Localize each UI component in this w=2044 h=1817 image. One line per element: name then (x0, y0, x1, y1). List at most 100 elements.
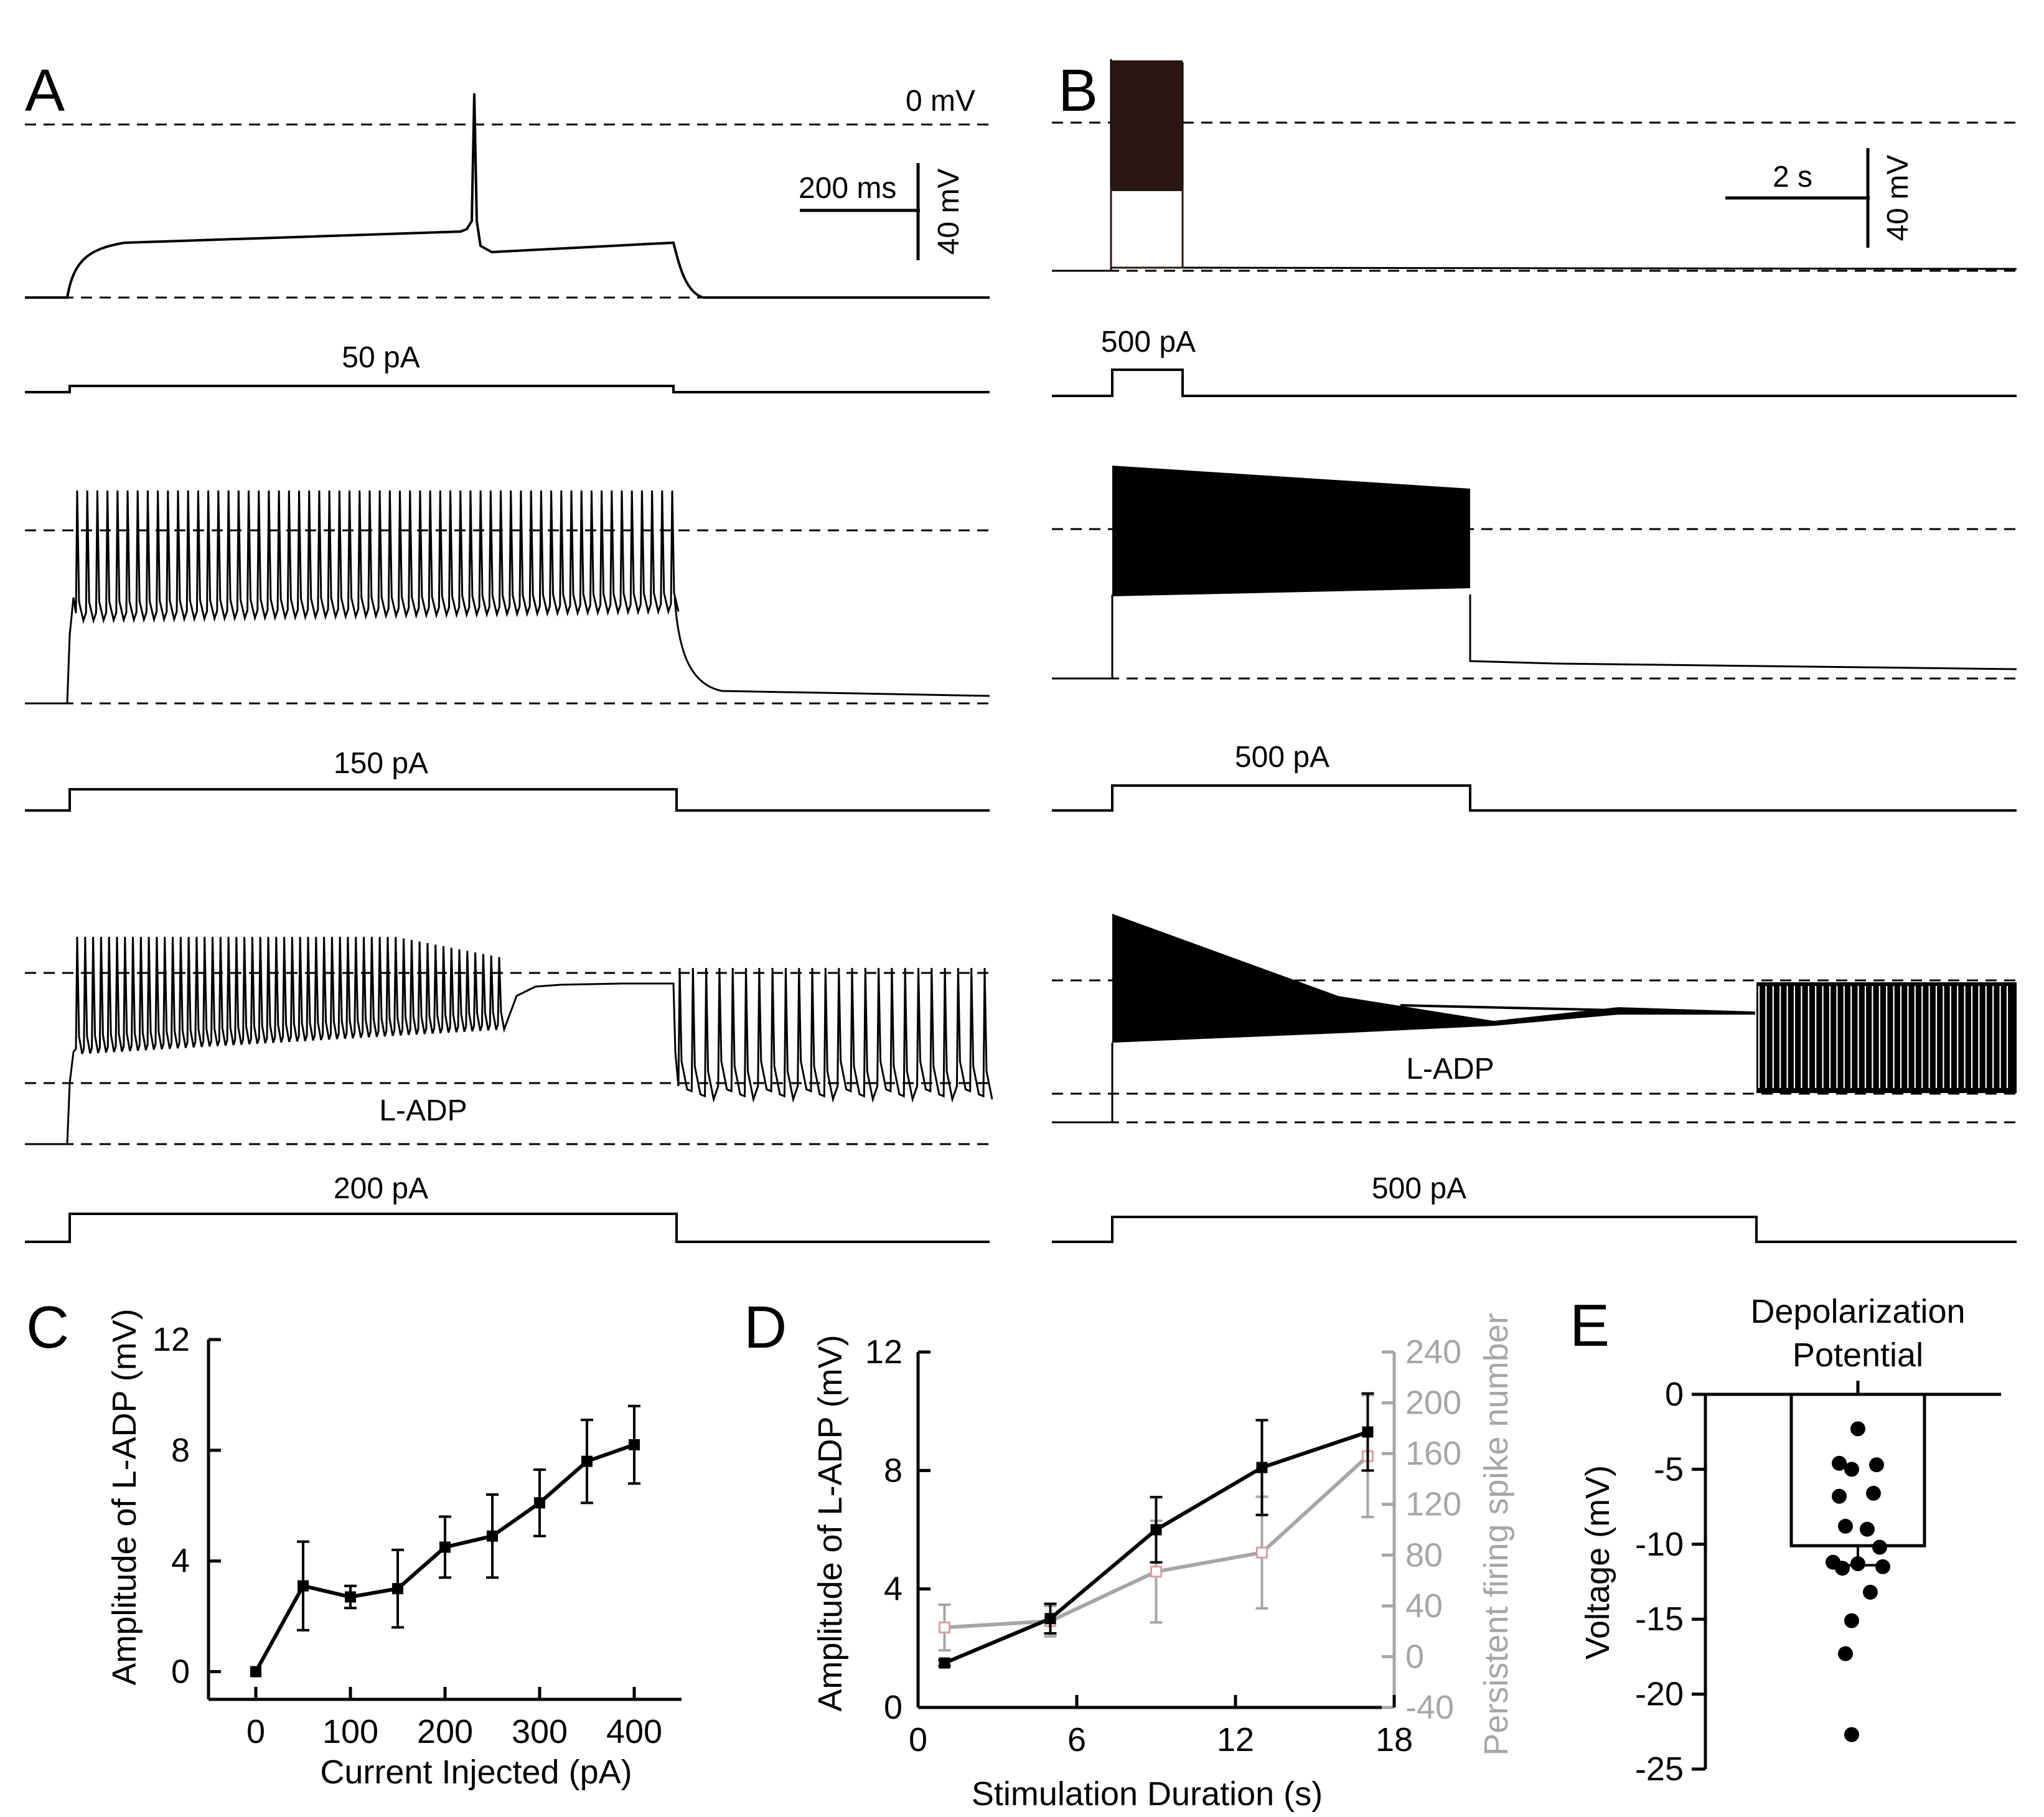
chart-d-ladp-point (1150, 1524, 1162, 1536)
chart-e-point (1838, 1518, 1853, 1534)
scalebar-b: 2 s 40 mV (1725, 148, 1915, 248)
chart-e-point (1844, 1613, 1859, 1628)
stim-b2-label: 500 pA (1235, 741, 1329, 774)
chart-e-ytick-label: -10 (1635, 1526, 1684, 1563)
stim-a3-label: 200 pA (334, 1172, 428, 1205)
chart-d-xtick-label: 0 (909, 1721, 927, 1758)
scalebar-b-time-label: 2 s (1773, 161, 1812, 194)
chart-e-ylabel: Voltage (mV) (1579, 1465, 1616, 1660)
stim-b2 (1052, 784, 2017, 812)
chart-e-point (1850, 1421, 1865, 1437)
chart-d-ladp-point (1044, 1613, 1056, 1625)
chart-d-ytick-label: 12 (865, 1333, 902, 1371)
chart-e-ytick-label: -15 (1635, 1600, 1684, 1638)
zero-mv-label: 0 mV (906, 85, 975, 118)
ladp-label-a: L-ADP (379, 1094, 467, 1127)
chart-d-spikes-point (1150, 1566, 1162, 1578)
chart-e-point (1869, 1457, 1884, 1473)
chart-c-point (581, 1455, 593, 1467)
chart-d: Amplitude of L-ADP (mV) Persistent firin… (812, 1313, 1515, 1813)
panel-e: E Depolarization Potential Voltage (mV) … (1570, 1292, 2001, 1788)
chart-d-ytick-label: 8 (884, 1452, 902, 1489)
panel-d: D Amplitude of L-ADP (mV) Persistent fir… (744, 1294, 1515, 1813)
chart-d-xtick-label: 6 (1067, 1721, 1086, 1758)
scalebar-b-voltage-label: 40 mV (1882, 155, 1915, 242)
chart-d-spikes-point (1256, 1546, 1268, 1559)
chart-d-y2tick-label: 240 (1405, 1333, 1461, 1371)
chart-d-ladp-point (939, 1657, 950, 1669)
chart-d-spikes-point (939, 1622, 950, 1634)
panel-e-letter: E (1570, 1292, 1610, 1359)
panel-b-letter: B (1058, 57, 1098, 124)
chart-e-point (1850, 1556, 1865, 1572)
chart-d-xtick-label: 18 (1376, 1721, 1413, 1758)
chart-c-point (629, 1439, 640, 1450)
chart-c-ytick-label: 12 (152, 1321, 190, 1358)
chart-e-point (1838, 1646, 1853, 1661)
chart-c-point (392, 1583, 403, 1595)
chart-e-point (1832, 1488, 1847, 1504)
scalebar-a: 200 ms 40 mV (799, 163, 965, 260)
stim-b3-label: 500 pA (1372, 1172, 1466, 1205)
trace-b1-spike-base (1110, 185, 1184, 269)
trace-b2-baseline (1052, 594, 2017, 680)
stim-b3 (1052, 1216, 2017, 1243)
chart-e-point (1835, 1561, 1850, 1576)
chart-c-xtick-label: 100 (322, 1713, 378, 1750)
chart-e-ytick-label: -25 (1635, 1750, 1684, 1788)
panel-b: B 2 s 40 mV 500 pA 500 pA (1052, 57, 2017, 1243)
chart-e-point (1872, 1539, 1887, 1555)
chart-c-point (345, 1591, 356, 1603)
scalebar-a-time-label: 200 ms (799, 172, 896, 205)
chart-c-point (487, 1530, 498, 1542)
chart-d-xlabel: Stimulation Duration (s) (972, 1775, 1323, 1813)
panel-b-dashed-lines (1052, 121, 2017, 1124)
chart-c-point (439, 1541, 451, 1553)
chart-e-point (1844, 1727, 1859, 1742)
trace-a2 (25, 490, 990, 705)
trace-b2-spike-train (1112, 466, 1470, 596)
stim-a1-label: 50 pA (342, 341, 420, 374)
chart-e-title-line2: Potential (1793, 1336, 1923, 1374)
chart-c-ytick-label: 4 (171, 1542, 190, 1580)
chart-c-ytick-label: 8 (171, 1432, 190, 1469)
chart-c-point (534, 1497, 545, 1509)
chart-c-xtick-label: 300 (512, 1713, 568, 1750)
chart-c-xlabel: Current Injected (pA) (320, 1754, 632, 1791)
panel-d-letter: D (744, 1294, 787, 1361)
chart-d-ytick-label: 4 (884, 1571, 902, 1608)
chart-d-y2label: Persistent firing spike number (1478, 1313, 1515, 1755)
trace-b3-baseline (1052, 1043, 1113, 1124)
chart-c-ytick-label: 0 (171, 1653, 190, 1691)
chart-c-xtick-label: 200 (417, 1713, 473, 1750)
chart-c-point (298, 1580, 309, 1592)
trace-b1-spike-train (1111, 60, 1183, 191)
chart-e-ytick-label: -5 (1654, 1450, 1684, 1488)
panel-a: A 0 mV 200 ms 40 mV 50 pA 150 pA (25, 57, 993, 1243)
ladp-label-b: L-ADP (1406, 1053, 1494, 1086)
chart-e: Voltage (mV) 0 -5 -10 -15 -20 -25 (1579, 1376, 2001, 1788)
chart-d-ytick-label: 0 (884, 1689, 902, 1726)
chart-e-ytick-label: -20 (1635, 1676, 1684, 1713)
chart-e-point (1844, 1462, 1859, 1477)
stim-a2-label: 150 pA (334, 747, 428, 780)
stim-b1 (1052, 369, 2017, 397)
chart-e-title-line1: Depolarization (1750, 1293, 1965, 1330)
chart-c: Amplitude of L-ADP (mV) Current Injected… (106, 1308, 682, 1791)
chart-d-ladp-point (1256, 1462, 1268, 1473)
chart-d-y2tick-label: -40 (1405, 1689, 1454, 1726)
trace-b3-persistent-firing (1756, 982, 2017, 1093)
panel-a-letter: A (25, 57, 65, 124)
chart-d-y2tick-label: 160 (1405, 1435, 1461, 1472)
chart-e-point (1863, 1584, 1878, 1600)
chart-d-y2tick-label: 40 (1405, 1587, 1443, 1625)
chart-e-point (1875, 1559, 1890, 1574)
chart-d-y2tick-label: 80 (1405, 1536, 1443, 1574)
scalebar-a-voltage-label: 40 mV (932, 169, 965, 255)
chart-d-y2tick-label: 0 (1405, 1638, 1424, 1675)
trace-a3 (25, 936, 993, 1145)
chart-c-xtick-label: 400 (606, 1713, 662, 1750)
chart-e-ytick-label: 0 (1665, 1376, 1684, 1413)
